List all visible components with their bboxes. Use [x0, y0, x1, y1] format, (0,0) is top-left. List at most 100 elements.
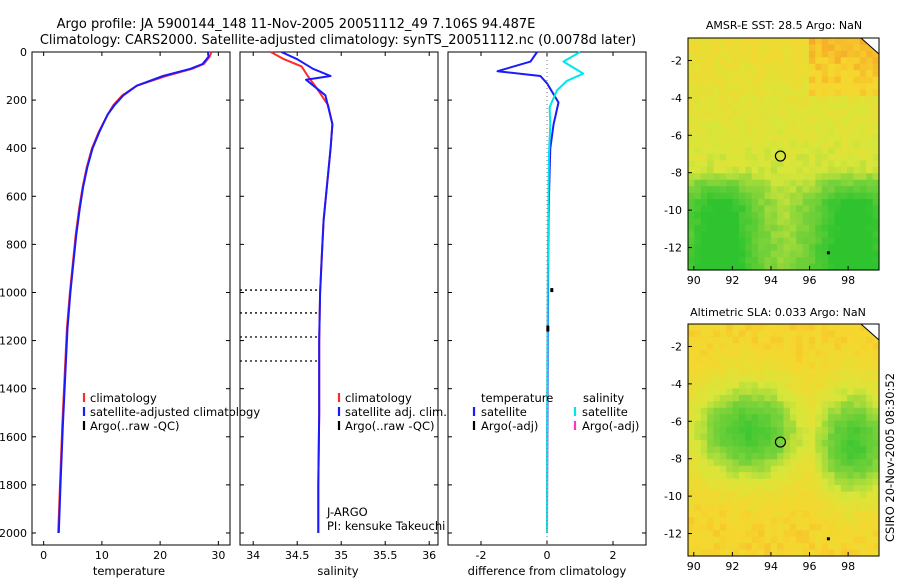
map-cell [840, 147, 848, 155]
map-cell [764, 336, 772, 344]
map-cell [745, 192, 753, 200]
map-cell [821, 115, 829, 123]
map-cell [866, 134, 874, 142]
map-cell [872, 420, 880, 428]
map-cell [764, 89, 772, 97]
map-cell [688, 549, 695, 557]
map-cell [764, 414, 772, 422]
map-cell [758, 96, 765, 104]
map-cell [732, 76, 740, 84]
map-cell [853, 108, 861, 116]
map-cell [847, 121, 855, 129]
map-cell [751, 244, 759, 252]
map-cell [707, 257, 715, 265]
map-cell [732, 160, 740, 168]
map-cell [777, 504, 785, 512]
map-cell [719, 76, 727, 84]
map-cell [777, 44, 785, 52]
map-cell [853, 452, 861, 460]
map-cell [745, 250, 753, 258]
map-cell [688, 50, 695, 58]
map-cell [802, 147, 810, 155]
map-cell [751, 343, 759, 351]
map-cell [859, 420, 867, 428]
map-cell [707, 115, 715, 123]
map-cell [738, 414, 746, 422]
map-cell [828, 330, 836, 338]
map-cell [745, 199, 753, 207]
map-cell [707, 108, 715, 116]
map-cell [764, 50, 772, 58]
map-cell [764, 70, 772, 78]
map-cell [853, 102, 861, 110]
map-cell [802, 530, 810, 538]
map-cell [719, 199, 727, 207]
map-cell [713, 504, 721, 512]
map-cell [719, 543, 727, 551]
map-cell [732, 401, 740, 409]
map-cell [866, 407, 874, 415]
map-cell [764, 498, 772, 506]
map-cell [821, 263, 829, 271]
argo-mark [546, 325, 550, 332]
map-cell [764, 263, 772, 271]
map-cell [796, 504, 804, 512]
map-cell [821, 491, 829, 499]
map-cell [783, 102, 791, 110]
series-climatology [270, 51, 334, 533]
map-cell [783, 407, 791, 415]
map-cell [719, 498, 727, 506]
map-cell [719, 536, 727, 544]
map-cell [732, 369, 740, 377]
map-cell [808, 543, 816, 551]
map-cell [700, 154, 708, 162]
map-cell [859, 186, 867, 194]
map-cell [700, 102, 708, 110]
map-cell [847, 115, 855, 123]
legend-climatology: climatology [90, 391, 157, 405]
map-cell [783, 237, 791, 245]
map-cell [738, 427, 746, 435]
map-cell [758, 70, 765, 78]
map-cell [777, 166, 785, 174]
map-cell [834, 446, 842, 454]
map-cell [764, 205, 772, 213]
map-cell [828, 244, 836, 252]
map-cell [847, 427, 855, 435]
map-cell [866, 420, 874, 428]
map-cell [713, 70, 721, 78]
map-cell [764, 369, 772, 377]
map-cell [764, 218, 772, 226]
map-cell [828, 498, 836, 506]
map-cell [732, 349, 740, 357]
sst-map: 90 92 94 96 98-2-4-6-8-10-12 [664, 37, 880, 287]
map-cell [796, 510, 804, 518]
map-cell [713, 452, 721, 460]
map-cell [847, 465, 855, 473]
map-cell [738, 382, 746, 390]
map-cell [726, 530, 734, 538]
map-cell [713, 121, 721, 129]
map-cell [688, 394, 695, 402]
map-cell [688, 96, 695, 104]
map-cell [770, 414, 778, 422]
map-cell [688, 83, 695, 91]
map-cell [738, 324, 746, 332]
map-cell [821, 121, 829, 129]
map-cell [789, 336, 797, 344]
map-cell [719, 115, 727, 123]
map-cell [859, 57, 867, 65]
map-cell [828, 166, 836, 174]
map-cell [866, 244, 874, 252]
map-cell [738, 205, 746, 213]
map-cell [802, 76, 810, 84]
map-cell [688, 427, 695, 435]
map-cell [738, 115, 746, 123]
map-cell [719, 205, 727, 213]
map-cell [758, 224, 765, 232]
map-xtick-label: 96 [803, 560, 817, 573]
map-cell [834, 356, 842, 364]
map-cell [732, 330, 740, 338]
map-cell [726, 498, 734, 506]
map-cell [732, 224, 740, 232]
